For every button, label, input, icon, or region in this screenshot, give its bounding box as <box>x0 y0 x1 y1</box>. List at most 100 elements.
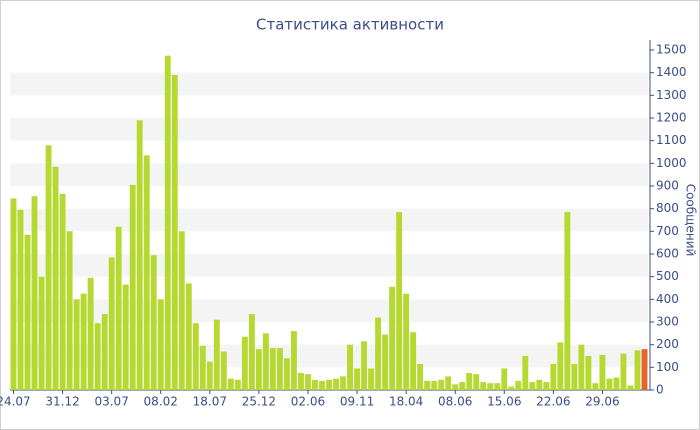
y-tick-label: 1400 <box>656 65 687 79</box>
y-tick-label: 600 <box>656 247 679 261</box>
y-tick-label: 300 <box>656 315 679 329</box>
bar <box>213 319 220 390</box>
bar <box>262 333 269 390</box>
bar <box>592 383 599 390</box>
bar <box>276 348 283 390</box>
chart-title: Статистика активности <box>256 16 444 34</box>
bar <box>319 380 325 390</box>
x-tick-label: 25.12 <box>242 395 276 409</box>
grid-stripe <box>10 254 648 277</box>
bar <box>571 363 578 390</box>
bar <box>115 226 122 390</box>
y-tick-label: 800 <box>656 201 679 215</box>
y-tick-label: 900 <box>656 179 679 193</box>
bar <box>157 299 164 390</box>
bar <box>234 379 241 390</box>
bar <box>108 257 115 390</box>
bar <box>445 376 452 390</box>
bar <box>87 277 94 390</box>
bar <box>396 212 403 390</box>
bar <box>24 234 31 390</box>
bar <box>94 323 101 390</box>
bar <box>283 358 290 390</box>
bar <box>227 378 234 390</box>
bar <box>17 209 24 390</box>
bar <box>480 382 487 390</box>
grid-stripe <box>10 72 648 96</box>
bar <box>354 368 360 390</box>
grid-stripe <box>10 163 648 186</box>
y-tick-label: 400 <box>656 292 679 306</box>
grid-stripe <box>10 208 648 232</box>
bar <box>599 354 606 390</box>
bar <box>59 193 66 390</box>
bar <box>564 212 571 390</box>
bar <box>185 283 192 390</box>
bar <box>312 379 318 390</box>
x-tick-label: 24.07 <box>0 395 31 409</box>
bar <box>206 361 213 390</box>
bar <box>487 383 494 390</box>
bar <box>305 374 311 390</box>
bar <box>410 332 417 390</box>
bar <box>347 344 353 390</box>
bar <box>382 334 389 390</box>
y-tick-label: 1200 <box>656 111 687 125</box>
bar <box>473 374 480 390</box>
bar <box>585 356 592 390</box>
x-tick-label: 31.12 <box>45 395 79 409</box>
y-tick-label: 200 <box>656 337 679 351</box>
bar <box>178 231 185 390</box>
bar <box>417 363 424 390</box>
bar <box>361 341 367 390</box>
bar <box>627 385 634 390</box>
bar <box>143 155 150 390</box>
bar <box>403 293 410 390</box>
bar <box>340 376 346 390</box>
bar <box>529 382 536 390</box>
x-tick-label: 18.04 <box>389 395 423 409</box>
bar <box>164 55 171 391</box>
bar <box>431 380 438 390</box>
bar <box>515 380 522 390</box>
bar <box>536 379 543 390</box>
y-tick-label: 700 <box>656 224 679 238</box>
y-tick-label: 1100 <box>656 133 687 147</box>
bar <box>326 379 332 390</box>
x-tick-label: 29.06 <box>585 395 619 409</box>
bar <box>248 314 255 390</box>
x-tick-label: 08.06 <box>438 395 472 409</box>
bar <box>192 323 199 390</box>
bar <box>73 299 80 390</box>
bar <box>171 74 178 390</box>
x-tick-label: 18.07 <box>193 395 227 409</box>
bar <box>578 344 585 390</box>
y-tick-label: 0 <box>656 383 664 397</box>
y-tick-label: 500 <box>656 269 679 283</box>
bar <box>613 377 620 390</box>
bar <box>269 348 276 390</box>
bar <box>543 382 550 390</box>
bar <box>634 350 641 390</box>
bar <box>199 345 206 390</box>
x-tick-label: 09.11 <box>340 395 374 409</box>
bar <box>38 276 45 390</box>
bar <box>424 380 431 390</box>
bar <box>438 379 445 390</box>
bar <box>459 382 466 390</box>
bar <box>241 336 248 390</box>
bar <box>101 314 108 390</box>
grid-stripe <box>10 118 648 141</box>
bar <box>333 378 339 390</box>
bar <box>52 166 59 390</box>
bar <box>150 255 157 390</box>
bar <box>641 349 648 390</box>
bar <box>129 184 136 390</box>
bar <box>389 286 396 390</box>
bar <box>10 198 17 390</box>
bar <box>501 368 508 390</box>
bar <box>368 368 375 390</box>
bar <box>298 373 304 390</box>
x-tick-label: 03.07 <box>94 395 128 409</box>
